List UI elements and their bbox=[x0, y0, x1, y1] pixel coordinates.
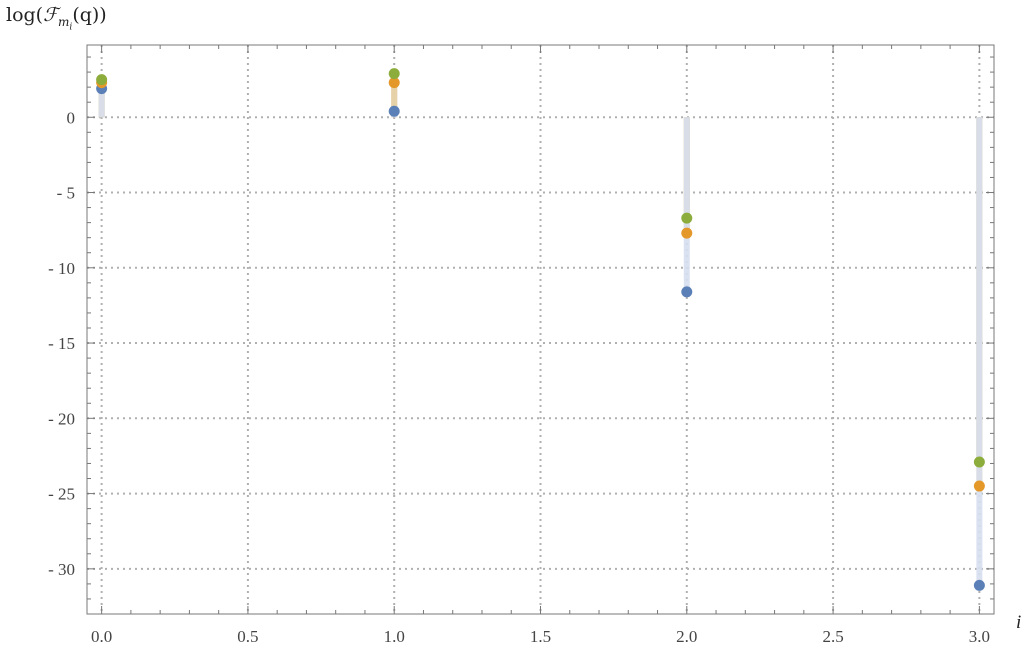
y-tick-label: 0 bbox=[67, 108, 76, 127]
data-point bbox=[681, 227, 693, 239]
data-point bbox=[388, 68, 400, 80]
data-point bbox=[681, 212, 693, 224]
x-tick-label: 2.5 bbox=[822, 627, 843, 646]
grid-lines bbox=[87, 45, 994, 614]
y-axis-label: log(ℱmi(q)) bbox=[6, 4, 107, 33]
y-tick-label: - 10 bbox=[48, 259, 75, 278]
x-tick-label: 1.5 bbox=[530, 627, 551, 646]
y-tick-label: - 30 bbox=[48, 560, 75, 579]
data-point bbox=[681, 286, 693, 298]
data-point bbox=[96, 74, 108, 86]
data-point bbox=[973, 579, 985, 591]
x-tick-label: 1.0 bbox=[384, 627, 405, 646]
data-point bbox=[973, 456, 985, 468]
x-tick-label: 3.0 bbox=[969, 627, 990, 646]
x-tick-label: 2.0 bbox=[676, 627, 697, 646]
axis-ticks: 0.0 0.5 1.0 1.5 2.0 2.5 3.0 0 - 5 - 10 - 15 - 20 - 2… bbox=[48, 45, 994, 646]
data-points bbox=[96, 68, 985, 591]
x-tick-label: 0.0 bbox=[91, 627, 112, 646]
y-tick-label: - 15 bbox=[48, 334, 75, 353]
y-tick-label: - 25 bbox=[48, 485, 75, 504]
x-axis-label: i bbox=[1016, 612, 1021, 633]
x-tick-label: 0.5 bbox=[237, 627, 258, 646]
data-point bbox=[973, 480, 985, 492]
data-point bbox=[388, 105, 400, 117]
y-tick-label: - 20 bbox=[48, 409, 75, 428]
y-tick-label: - 5 bbox=[57, 184, 75, 203]
data-point bbox=[388, 77, 400, 89]
